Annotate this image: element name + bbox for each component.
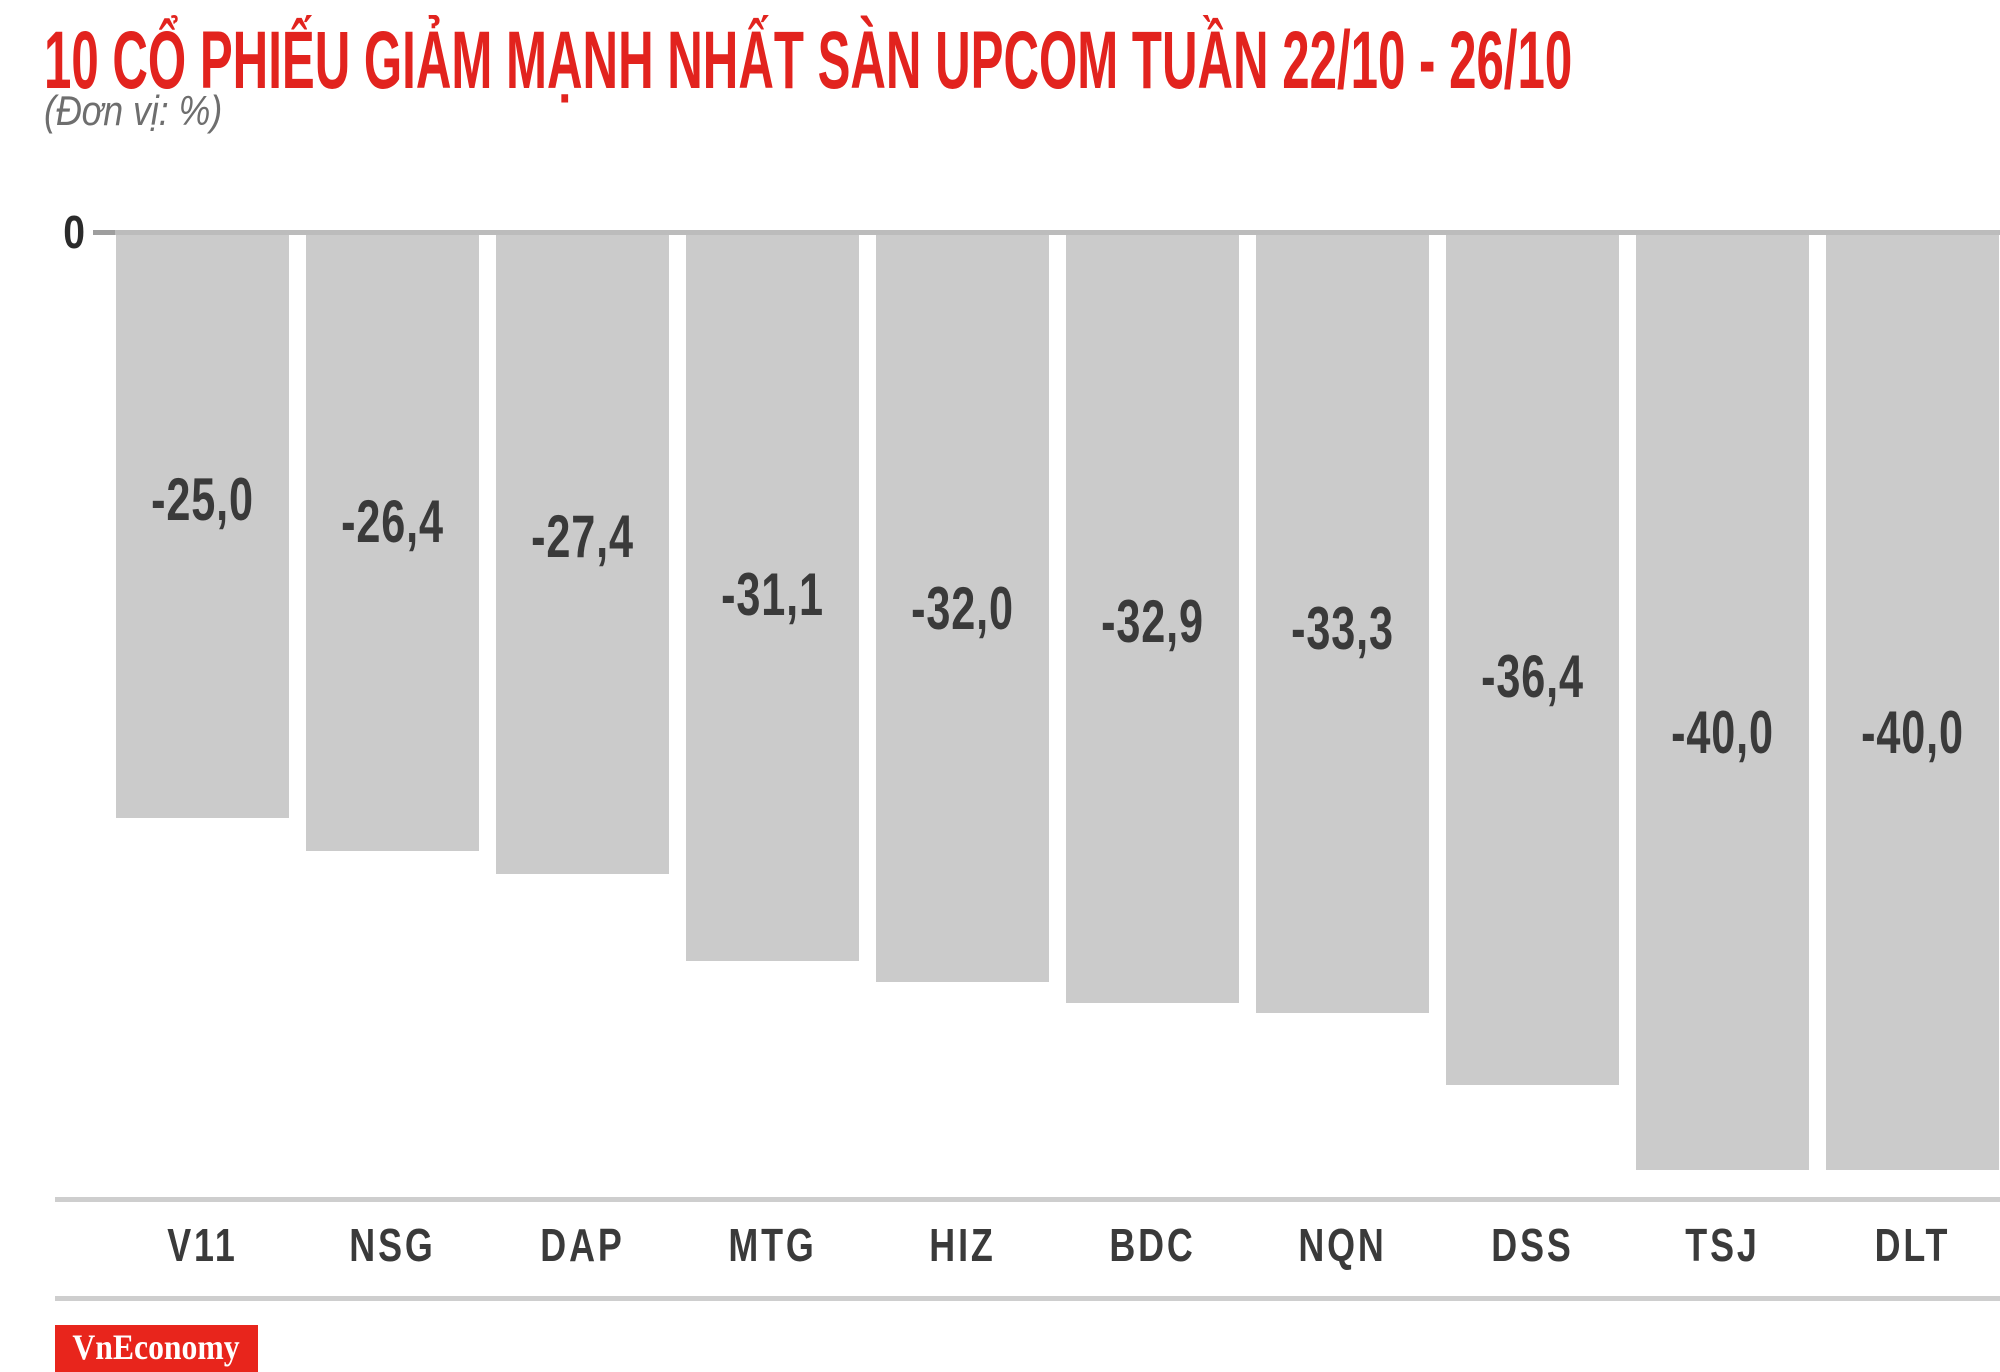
category-label-nsg: NSG <box>349 1219 436 1271</box>
bar-nsg: -26,4 <box>306 232 479 851</box>
bar-value-label: -40,0 <box>1861 699 1964 766</box>
category-label-bdc: BDC <box>1109 1219 1196 1271</box>
bar-dlt: -40,0 <box>1826 232 1999 1170</box>
bar-value-label: -27,4 <box>531 503 634 570</box>
bar-mtg: -31,1 <box>686 232 859 961</box>
bar-value-label: -26,4 <box>341 488 444 555</box>
bar-value-label: -31,1 <box>721 561 824 628</box>
bar-hiz: -32,0 <box>876 232 1049 982</box>
category-label-dss: DSS <box>1491 1219 1574 1271</box>
bar-dap: -27,4 <box>496 232 669 874</box>
category-label-dap: DAP <box>540 1219 625 1271</box>
bar-tsj: -40,0 <box>1636 232 1809 1170</box>
x-axis-line-bottom <box>55 1296 2000 1301</box>
bar-value-label: -33,3 <box>1291 595 1394 662</box>
bar-value-label: -40,0 <box>1671 699 1774 766</box>
bar-v11: -25,0 <box>116 232 289 818</box>
category-label-tsj: TSJ <box>1685 1219 1760 1271</box>
bar-bdc: -32,9 <box>1066 232 1239 1003</box>
category-label-dlt: DLT <box>1874 1219 1951 1271</box>
chart-title: 10 CỔ PHIẾU GIẢM MẠNH NHẤT SÀN UPCOM TUẦ… <box>44 15 1573 106</box>
x-axis-line-top <box>55 1197 2000 1202</box>
bar-value-label: -32,9 <box>1101 588 1204 655</box>
category-label-hiz: HIZ <box>929 1219 996 1271</box>
vneconomy-logo: VnEconomy <box>55 1325 258 1372</box>
bar-dss: -36,4 <box>1446 232 1619 1085</box>
category-label-mtg: MTG <box>728 1219 817 1271</box>
bar-nqn: -33,3 <box>1256 232 1429 1013</box>
y-axis-zero-tick-label: 0 <box>63 206 85 258</box>
bar-value-label: -32,0 <box>911 575 1014 642</box>
vneconomy-logo-text: VnEconomy <box>72 1327 241 1367</box>
category-label-v11: V11 <box>167 1219 238 1271</box>
bar-value-label: -25,0 <box>151 466 254 533</box>
chart-unit-subtitle: (Đơn vị: %) <box>44 87 223 134</box>
category-label-nqn: NQN <box>1298 1219 1387 1271</box>
y-axis-zero-tick-mark <box>93 230 115 235</box>
bar-value-label: -36,4 <box>1481 643 1584 710</box>
zero-baseline <box>93 230 2000 235</box>
